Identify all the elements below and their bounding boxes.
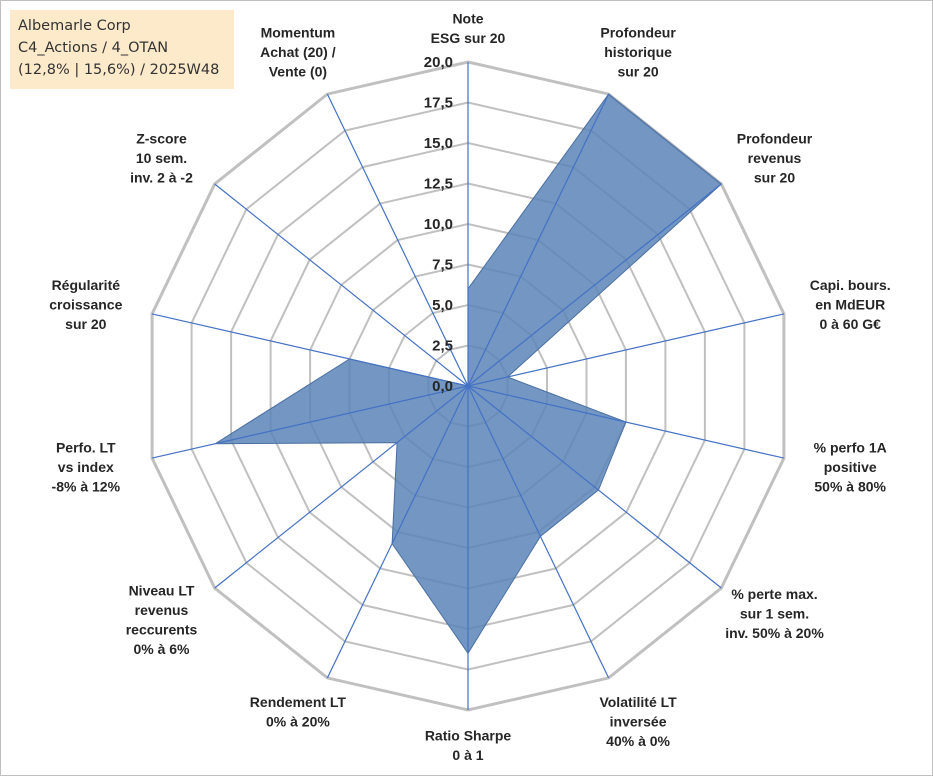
category-label: Niveau LT revenus reccurents 0% à 6% — [126, 582, 198, 657]
tick-label: 12,5 — [424, 176, 453, 193]
radar-spokes — [151, 62, 785, 710]
axis-spoke — [214, 183, 469, 387]
category-label: Rendement LT 0% à 20% — [250, 694, 347, 730]
category-label: Capi. bours. en MdEUR 0 à 60 G€ — [810, 277, 891, 332]
category-label: Profondeur historique sur 20 — [600, 24, 676, 79]
axis-spoke — [467, 385, 785, 459]
axis-spoke — [214, 385, 469, 589]
tick-label: 17,5 — [424, 95, 453, 112]
category-label: Ratio Sharpe 0 à 1 — [425, 728, 512, 764]
axis-spoke — [467, 183, 722, 387]
axis-spoke — [151, 385, 469, 459]
radial-tick-labels: 0,0 2,5 5,0 7,5 10,0 12,5 15,0 17,5 20,0 — [424, 54, 453, 395]
category-label: Note ESG sur 20 — [431, 11, 506, 47]
info-category: C4_Actions / 4_OTAN — [18, 40, 169, 56]
axis-spoke — [326, 93, 469, 387]
category-label: Z-score 10 sem. inv. 2 à -2 — [130, 131, 193, 186]
tick-label: 20,0 — [424, 54, 453, 71]
category-label: Perfo. LT vs index -8% à 12% — [52, 440, 121, 495]
axis-spoke — [151, 313, 469, 387]
tick-label: 15,0 — [424, 135, 453, 152]
axis-spoke — [467, 385, 722, 589]
info-performance: (12,8% | 15,6%) / 2025W48 — [18, 62, 220, 78]
tick-label: 5,0 — [432, 297, 453, 314]
category-label: Régularité croissance sur 20 — [49, 277, 122, 332]
category-label: Volatilité LT inversée 40% à 0% — [599, 694, 677, 749]
tick-label: 10,0 — [424, 216, 453, 233]
category-labels: Note ESG sur 20 Profondeur historique sur 20… — [49, 11, 890, 764]
info-box: Albemarle Corp C4_Actions / 4_OTAN (12,8… — [10, 10, 234, 89]
tick-label: 0,0 — [432, 378, 453, 395]
tick-label: 2,5 — [432, 338, 453, 355]
axis-spoke — [326, 385, 469, 679]
category-label: % perfo 1A positive 50% à 80% — [814, 440, 887, 495]
info-company-name: Albemarle Corp — [18, 18, 131, 34]
category-label: Profondeur revenus sur 20 — [737, 131, 813, 186]
axis-spoke — [467, 93, 610, 387]
axis-spoke — [467, 313, 785, 387]
tick-label: 7,5 — [432, 257, 453, 274]
category-label: % perte max. sur 1 sem. inv. 50% à 20% — [725, 586, 824, 641]
axis-spoke — [467, 385, 610, 679]
category-label: Momentum Achat (20) / Vente (0) — [260, 24, 336, 79]
